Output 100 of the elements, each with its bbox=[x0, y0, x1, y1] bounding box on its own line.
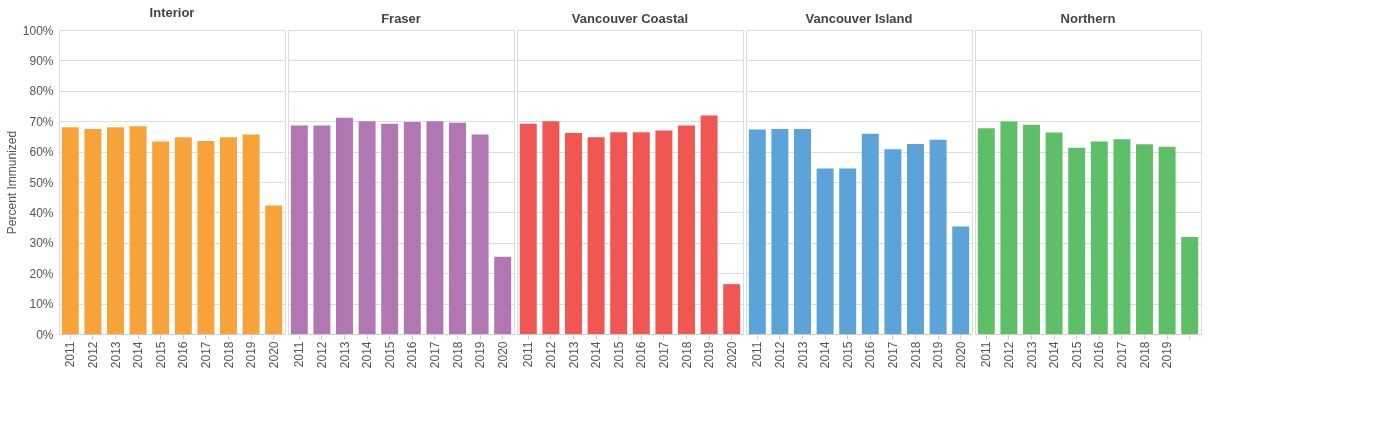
bar bbox=[174, 137, 192, 334]
x-tick-label: 2018 bbox=[679, 341, 694, 369]
bar bbox=[1068, 147, 1086, 334]
x-tick-label: 2020 bbox=[953, 341, 968, 369]
y-tick-label: 50% bbox=[29, 175, 54, 190]
x-tick-label: 2012 bbox=[543, 341, 558, 369]
bar bbox=[723, 284, 741, 334]
bar bbox=[84, 129, 102, 334]
bar bbox=[403, 122, 421, 334]
bar bbox=[107, 127, 124, 334]
bar bbox=[242, 134, 260, 334]
x-tick-label: 2015 bbox=[611, 341, 626, 369]
y-tick-label: 100% bbox=[22, 23, 54, 38]
bar bbox=[426, 121, 444, 334]
bar bbox=[152, 141, 170, 334]
y-tick-label: 10% bbox=[29, 297, 54, 312]
chart-title: Vancouver Coastal bbox=[571, 11, 689, 26]
bar bbox=[952, 226, 970, 334]
x-tick-label: 2014 bbox=[360, 341, 375, 369]
x-tick-label: 2018 bbox=[908, 341, 923, 369]
y-axis-title: Percent Immunized bbox=[4, 130, 19, 235]
bar bbox=[542, 121, 560, 334]
x-tick-label: 2014 bbox=[589, 341, 604, 369]
x-tick-label: 2019 bbox=[931, 341, 946, 369]
x-tick-label: 2016 bbox=[634, 341, 649, 369]
y-tick-label: 20% bbox=[29, 266, 54, 281]
bar bbox=[1136, 144, 1153, 334]
x-tick-label: 2018 bbox=[450, 341, 465, 369]
bar bbox=[519, 123, 537, 334]
x-tick-label: 2011 bbox=[750, 341, 765, 368]
x-tick-label: 2017 bbox=[198, 341, 213, 369]
y-tick-label: 40% bbox=[29, 205, 54, 220]
x-tick-label: 2020 bbox=[724, 341, 739, 369]
bar bbox=[61, 127, 79, 334]
bar bbox=[816, 168, 834, 334]
x-tick-label: 2015 bbox=[1069, 341, 1084, 369]
chart-title: Vancouver Island bbox=[805, 11, 913, 26]
bar bbox=[290, 125, 308, 334]
x-tick-label: 2018 bbox=[221, 341, 236, 369]
x-tick-label: 2020 bbox=[495, 341, 510, 369]
x-tick-label: 2012 bbox=[1001, 341, 1016, 369]
chart-title: Northern bbox=[1060, 11, 1116, 26]
bar bbox=[471, 134, 489, 334]
bar bbox=[1181, 237, 1199, 334]
bar bbox=[313, 125, 331, 334]
bar bbox=[220, 137, 237, 334]
x-tick-label: 2011 bbox=[63, 341, 78, 368]
bar bbox=[794, 129, 811, 334]
x-tick-label: 2017 bbox=[656, 341, 671, 369]
bar bbox=[381, 123, 399, 334]
x-tick-label: 2014 bbox=[131, 341, 146, 369]
x-tick-label: 2015 bbox=[382, 341, 397, 369]
x-tick-label: 2016 bbox=[176, 341, 191, 369]
y-tick-label: 0% bbox=[36, 327, 54, 342]
x-tick-label: 2013 bbox=[1024, 341, 1039, 369]
bar bbox=[1090, 141, 1108, 334]
x-tick-label: 2015 bbox=[153, 341, 168, 369]
x-tick-label: 2015 bbox=[840, 341, 855, 369]
bar bbox=[129, 126, 147, 334]
bar bbox=[884, 149, 902, 334]
x-tick-label: 2012 bbox=[772, 341, 787, 369]
x-tick-label: 2016 bbox=[1092, 341, 1107, 369]
bar bbox=[265, 205, 283, 334]
x-tick-label: 2013 bbox=[795, 341, 810, 369]
bar bbox=[336, 117, 353, 334]
x-tick-label: 2017 bbox=[427, 341, 442, 369]
bar bbox=[494, 256, 512, 334]
bar bbox=[197, 140, 215, 334]
bar bbox=[907, 144, 924, 334]
x-tick-label: 2013 bbox=[337, 341, 352, 369]
y-tick-label: 60% bbox=[29, 145, 54, 160]
bar bbox=[1045, 132, 1063, 334]
x-tick-label: 2017 bbox=[885, 341, 900, 369]
chart-title: Interior bbox=[149, 5, 195, 20]
bar bbox=[655, 130, 673, 334]
x-tick-label: 2020 bbox=[266, 341, 281, 369]
x-tick-label: 2018 bbox=[1137, 341, 1152, 369]
x-tick-label: 2011 bbox=[979, 341, 994, 368]
x-tick-label: 2014 bbox=[1047, 341, 1062, 369]
bar bbox=[1158, 146, 1176, 334]
x-tick-label: 2019 bbox=[702, 341, 717, 369]
y-tick-label: 30% bbox=[29, 236, 54, 251]
y-tick-label: 80% bbox=[29, 84, 54, 99]
x-tick-label: 2019 bbox=[473, 341, 488, 369]
x-tick-label: 2013 bbox=[108, 341, 123, 369]
bar bbox=[977, 128, 995, 334]
x-tick-label: 2011 bbox=[292, 341, 307, 368]
bar bbox=[839, 168, 857, 334]
bar bbox=[1023, 124, 1040, 334]
x-tick-label: 2011 bbox=[521, 341, 536, 368]
x-tick-label: 2016 bbox=[863, 341, 878, 369]
chart-title: Fraser bbox=[381, 11, 421, 26]
bar bbox=[449, 122, 466, 334]
bar bbox=[861, 133, 879, 334]
bar bbox=[771, 129, 789, 334]
x-tick-label: 2016 bbox=[405, 341, 420, 369]
bar bbox=[1113, 139, 1131, 334]
bar bbox=[565, 133, 582, 334]
x-tick-label: 2012 bbox=[85, 341, 100, 369]
y-tick-label: 70% bbox=[29, 114, 54, 129]
